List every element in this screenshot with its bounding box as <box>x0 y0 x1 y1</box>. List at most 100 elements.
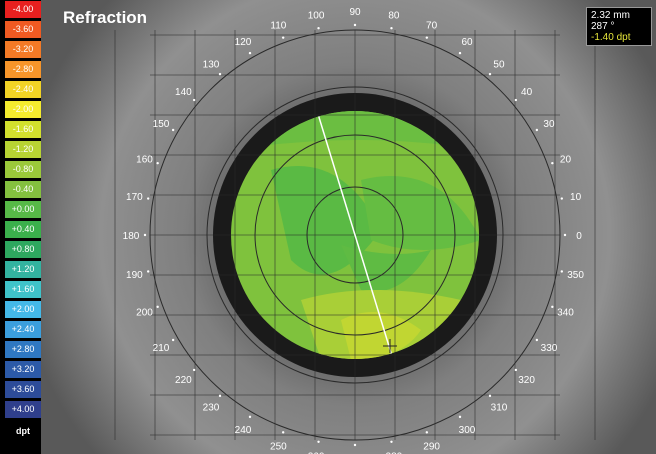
legend-swatch: +3.60 <box>5 381 41 398</box>
degree-label: 170 <box>126 192 143 203</box>
degree-label: 320 <box>518 375 535 386</box>
legend-swatch: -4.00 <box>5 1 41 18</box>
degree-label: 310 <box>491 403 508 414</box>
degree-label: 220 <box>175 375 192 386</box>
degree-label: 10 <box>570 192 582 203</box>
legend-swatch: -2.40 <box>5 81 41 98</box>
legend-swatch: -2.80 <box>5 61 41 78</box>
degree-tick <box>156 161 159 165</box>
legend-unit-label: dpt <box>16 426 30 436</box>
degree-label: 60 <box>461 37 473 48</box>
degree-label: 280 <box>386 452 403 454</box>
readout-diameter: 2.32 mm <box>591 10 630 21</box>
degree-tick <box>146 270 150 273</box>
degree-tick <box>146 197 150 200</box>
degree-tick <box>560 270 564 273</box>
degree-tick <box>143 233 147 237</box>
legend-swatch: -0.40 <box>5 181 41 198</box>
degree-tick <box>551 305 554 309</box>
degree-tick <box>353 23 357 27</box>
degree-tick <box>317 440 320 444</box>
degree-tick <box>248 51 252 55</box>
legend-swatch: +2.80 <box>5 341 41 358</box>
zone-ring <box>149 29 561 441</box>
degree-label: 130 <box>203 59 220 70</box>
crosshair-cursor-icon[interactable] <box>383 339 397 353</box>
degree-label: 50 <box>493 59 505 70</box>
legend-swatch: +1.60 <box>5 281 41 298</box>
degree-tick <box>156 305 159 309</box>
degree-label: 140 <box>175 87 192 98</box>
legend-swatch: +2.40 <box>5 321 41 338</box>
color-scale-legend: -4.00 -3.60 -3.20 -2.80 -2.40 -2.00 -1.60 -1.20… <box>0 0 41 454</box>
degree-tick <box>171 338 175 342</box>
legend-swatch: -1.60 <box>5 121 41 138</box>
legend-swatch: +4.00 <box>5 401 41 418</box>
legend-swatch: +3.20 <box>5 361 41 378</box>
legend-swatch: +0.40 <box>5 221 41 238</box>
readout-refraction: -1.40 dpt <box>591 32 631 43</box>
degree-label: 40 <box>521 87 533 98</box>
refraction-map-view[interactable]: 0 10 20 30 40 50 60 70 80 90 100 110 120 130 140 150 160… <box>41 0 656 454</box>
degree-label: 230 <box>203 403 220 414</box>
degree-label: 350 <box>567 270 584 281</box>
degree-label: 70 <box>426 21 438 32</box>
zone-ring <box>206 86 504 384</box>
degree-label: 80 <box>388 10 400 21</box>
degree-label: 30 <box>543 119 555 130</box>
degree-label: 330 <box>541 343 558 354</box>
degree-label: 20 <box>560 154 572 165</box>
degree-tick <box>514 98 518 102</box>
degree-tick <box>353 443 357 447</box>
degree-tick <box>171 128 175 132</box>
legend-swatch: -3.20 <box>5 41 41 58</box>
degree-tick <box>560 197 564 200</box>
degree-tick <box>248 415 252 419</box>
zone-ring <box>306 186 404 284</box>
degree-tick <box>390 440 393 444</box>
degree-tick <box>425 36 429 39</box>
degree-label: 340 <box>557 308 574 319</box>
degree-tick <box>218 72 222 76</box>
legend-swatch: -3.60 <box>5 21 41 38</box>
polar-grid-overlay: 0 10 20 30 40 50 60 70 80 90 100 110 120 130 140 150 160… <box>114 7 596 454</box>
degree-label: 160 <box>136 154 153 165</box>
degree-label: 100 <box>308 10 325 21</box>
degree-tick <box>488 72 492 76</box>
degree-tick <box>192 98 196 102</box>
degree-tick <box>458 51 462 55</box>
legend-swatch: +0.80 <box>5 241 41 258</box>
degree-label: 300 <box>459 425 476 436</box>
legend-swatch: -2.00 <box>5 101 41 118</box>
degree-label: 250 <box>270 441 287 452</box>
degree-label: 90 <box>349 7 361 18</box>
legend-swatch: +1.20 <box>5 261 41 278</box>
legend-swatch: +2.00 <box>5 301 41 318</box>
degree-label: 120 <box>235 37 252 48</box>
degree-tick <box>281 431 285 434</box>
degree-label: 180 <box>123 231 140 242</box>
legend-swatch: +0.00 <box>5 201 41 218</box>
degree-label: 150 <box>153 119 170 130</box>
page-title: Refraction <box>63 8 148 27</box>
degree-tick <box>458 415 462 419</box>
zone-ring <box>254 134 456 336</box>
degree-tick <box>535 128 539 132</box>
degree-tick <box>390 26 393 30</box>
degree-tick <box>563 233 567 237</box>
degree-label: 0 <box>576 231 582 242</box>
measurement-readout: 2.32 mm 287 ° -1.40 dpt <box>586 7 652 46</box>
degree-tick <box>425 431 429 434</box>
degree-label: 240 <box>235 425 252 436</box>
degree-label: 290 <box>423 441 440 452</box>
degree-tick <box>281 36 285 39</box>
degree-tick <box>551 161 554 165</box>
degree-tick <box>514 368 518 372</box>
degree-label: 190 <box>126 270 143 281</box>
readout-angle: 287 ° <box>591 21 615 32</box>
degree-tick <box>317 26 320 30</box>
meridian-axis-line <box>318 116 392 354</box>
refraction-map[interactable]: 0 10 20 30 40 50 60 70 80 90 100 110 120 130 140 150 160… <box>41 0 656 454</box>
degree-tick <box>218 394 222 398</box>
